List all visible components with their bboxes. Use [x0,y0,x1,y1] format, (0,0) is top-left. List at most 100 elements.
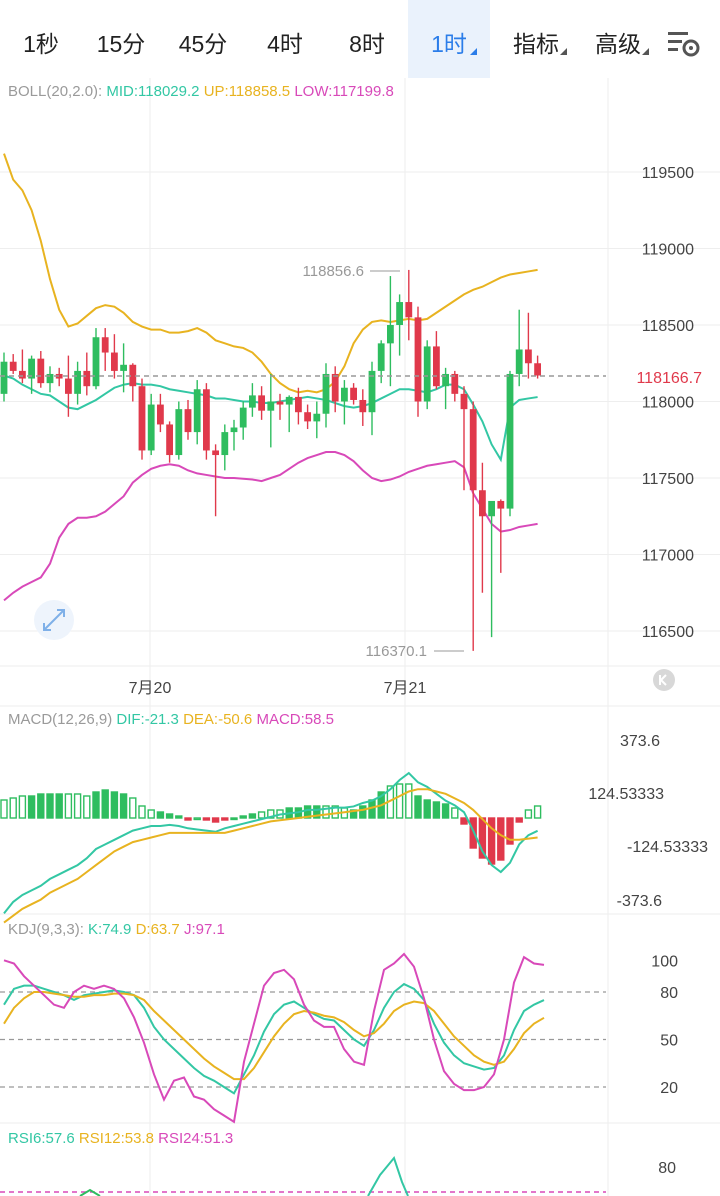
macd-histogram-bar [405,783,413,819]
tab-15m[interactable]: 15分 [80,0,162,78]
rsi-line-fragment [79,1188,101,1196]
macd-histogram-bar [349,809,358,819]
rsi6: RSI6:57.6 [8,1130,75,1147]
candle-body [497,500,505,509]
macd-axis-tick: -124.53333 [627,839,708,856]
candle-body [469,409,477,491]
candle-body [193,389,201,433]
boll-legend: BOLL(20,2.0): MID:118029.2 UP:118858.5 L… [8,83,394,100]
candle-body [46,373,54,384]
candle-body [258,395,265,411]
macd-histogram-bar [156,811,165,819]
candle-body [285,396,293,405]
kdj-legend: KDJ(9,3,3): K:74.9 D:63.7 J:97.1 [8,921,225,938]
macd-histogram-bar [101,789,109,819]
tab-45m[interactable]: 45分 [162,0,244,78]
max-price-label: 118856.6 [303,263,364,280]
candle-body [414,317,422,402]
macd-histogram-bar [239,815,247,819]
macd-histogram-bar [83,795,91,819]
kdj-axis-tick: 50 [660,1033,678,1050]
tab-1h[interactable]: 1时 [408,0,490,78]
macd-legend: MACD(12,26,9) DIF:-21.3 DEA:-50.6 MACD:5… [8,711,334,728]
tab-indicators[interactable]: 指标 [496,0,576,78]
macd-histogram-bar [267,809,275,819]
macd-histogram-bar [184,817,192,821]
candle-body [405,302,413,318]
macd-histogram-bar [451,807,459,819]
candle-body [488,500,495,517]
macd-histogram-bar [460,817,468,825]
kdj-axis-tick: 20 [660,1080,678,1097]
kdj-axis-tick: 100 [651,953,678,970]
macd-histogram-bar [46,793,54,819]
min-price-label: 116370.1 [366,643,427,660]
macd-axis-tick: 124.53333 [588,786,664,803]
candle-body [276,401,284,405]
kdj-k: K:74.9 [88,921,131,938]
double-chevron-left-icon [659,674,667,686]
boll-name: BOLL(20,2.0): [8,83,102,100]
grid-lines [0,78,720,1196]
tab-label: 1时 [431,31,467,57]
tab-advanced[interactable]: 高级 [578,0,658,78]
macd-dif: DIF:-21.3 [116,711,179,728]
price-axis-tick: 117500 [642,471,694,488]
tab-8h[interactable]: 8时 [326,0,408,78]
dropdown-triangle-icon [642,48,649,55]
macd-histogram-bar [414,795,422,819]
candle-body [350,387,357,400]
boll-lower-line [3,450,538,602]
price-axis-tick: 118000 [642,395,694,412]
candle-body [175,409,183,456]
macd-histogram-bar [193,817,201,821]
candle-body [479,490,486,517]
candle-body [184,409,192,433]
macd-histogram-bar [9,797,17,819]
macd-histogram-bar [92,791,100,819]
tab-label: 45分 [178,31,228,57]
macd-histogram-bar [257,811,266,819]
macd-histogram-bar [248,813,257,819]
chart-settings-button[interactable] [664,26,704,62]
price-axis-tick: 119500 [642,165,694,182]
tab-4h[interactable]: 4时 [244,0,326,78]
macd-histogram-bar [322,805,330,819]
last-price-value: 118166.7 [636,370,702,387]
candle-body [442,373,449,387]
candle-body [74,370,81,394]
boll-mid: MID:118029.2 [106,83,199,100]
rsi12: RSI12:53.8 [79,1130,154,1147]
candle-body [19,370,26,379]
candle-body [55,373,63,379]
candle-body [304,412,311,422]
tab-1s[interactable]: 1秒 [6,0,76,78]
candle-body [322,373,330,414]
macd-histogram-bar [303,805,312,819]
macd-histogram-bar [175,815,183,819]
timeframe-tabs: 1秒 15分 45分 4时 8时 1时 指标 高级 [0,0,720,78]
expand-chart-button[interactable] [34,600,74,640]
collapse-button[interactable] [653,669,675,691]
macd-histogram-bar [0,799,8,819]
macd-histogram-bar [165,813,174,819]
tab-label: 1秒 [23,31,59,57]
candle-body [433,346,440,387]
macd-histogram-bar [524,809,533,819]
macd-histogram-bar [221,817,229,821]
candle-body [221,432,229,456]
candle-body [267,401,275,411]
macd-histogram-bar [55,793,63,819]
candle-body [331,373,339,402]
tab-label: 8时 [349,31,385,57]
macd-axis-tick: 373.6 [620,733,660,750]
candle-body [111,352,118,371]
kdj-axis-tick: 80 [660,985,678,1002]
candlesticks [0,269,541,651]
candle-body [313,413,321,422]
macd-histogram-bar [441,803,450,819]
chart-settings-icon [668,32,700,57]
macd-histogram-bar [18,795,27,819]
x-label-1: 7月21 [384,680,427,697]
